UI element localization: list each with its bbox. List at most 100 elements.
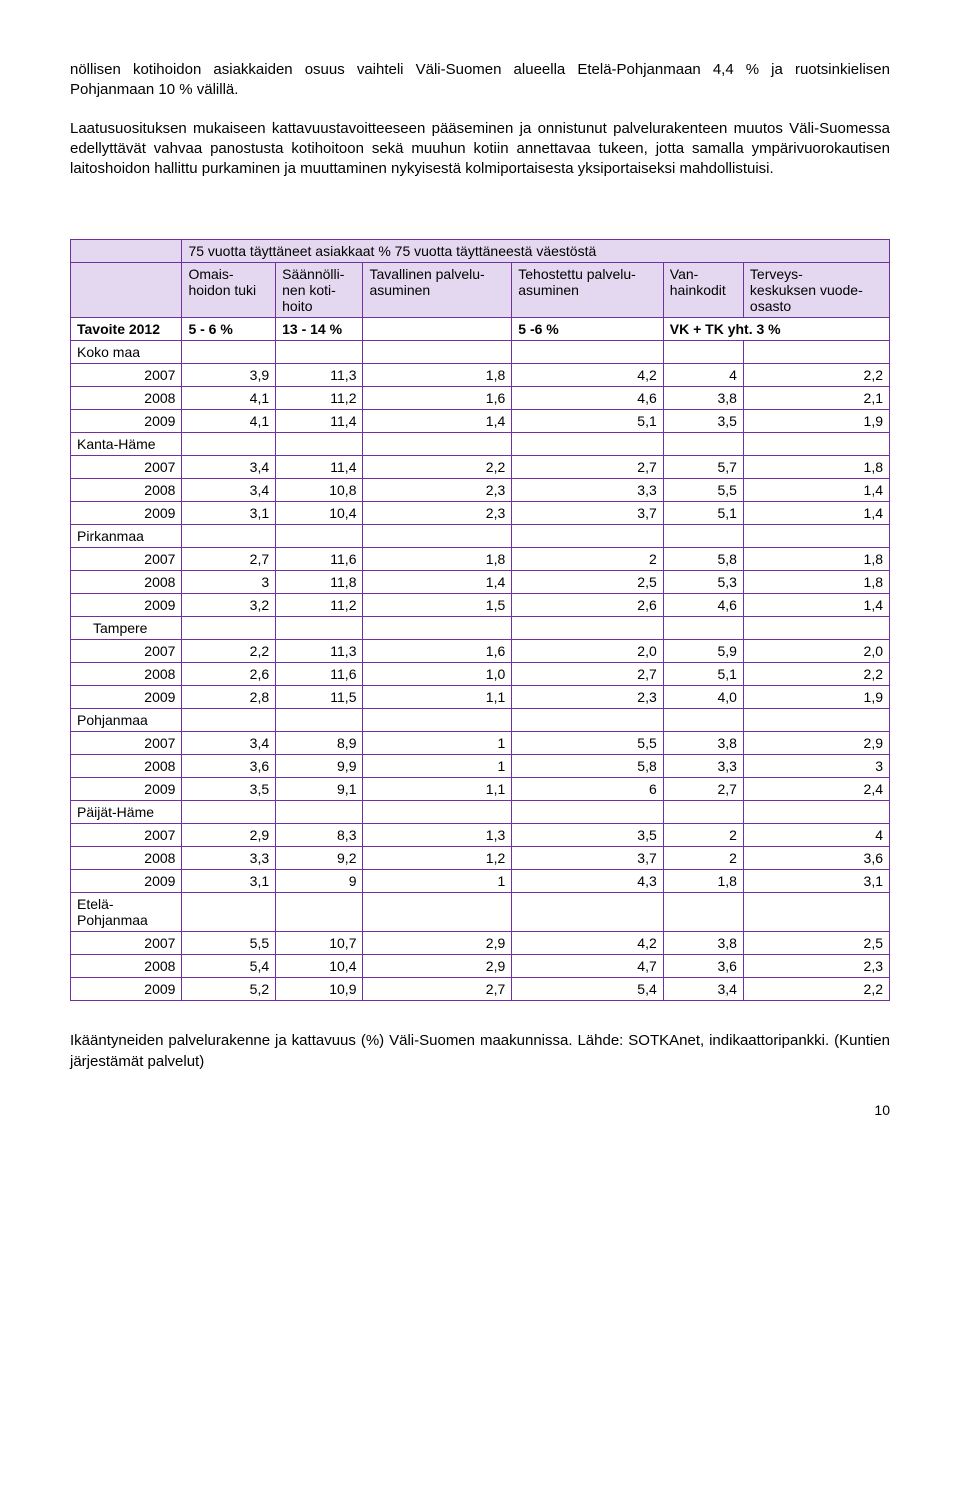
year-label: 2009: [71, 686, 182, 709]
table-row: 20083,410,82,33,35,51,4: [71, 479, 890, 502]
data-cell: 2,7: [512, 663, 664, 686]
data-cell: 2,3: [363, 479, 512, 502]
data-cell: 1,8: [743, 456, 889, 479]
empty-cell: [276, 341, 363, 364]
data-cell: 2,3: [743, 955, 889, 978]
data-cell: 1,3: [363, 824, 512, 847]
data-cell: 1,8: [663, 870, 743, 893]
data-cell: 5,1: [512, 410, 664, 433]
empty-cell: [182, 525, 276, 548]
data-cell: 2,9: [743, 732, 889, 755]
data-cell: 1,8: [743, 571, 889, 594]
data-cell: 1,9: [743, 686, 889, 709]
table-title: 75 vuotta täyttäneet asiakkaat % 75 vuot…: [182, 240, 890, 263]
data-cell: 2,2: [743, 663, 889, 686]
empty-cell: [743, 617, 889, 640]
data-cell: 2,3: [512, 686, 664, 709]
table-row: 20083,39,21,23,723,6: [71, 847, 890, 870]
data-cell: 3,2: [182, 594, 276, 617]
data-cell: 11,2: [276, 387, 363, 410]
tavoite-cell: 5 -6 %: [512, 318, 664, 341]
table-row: 20095,210,92,75,43,42,2: [71, 978, 890, 1001]
data-cell: 4,0: [663, 686, 743, 709]
data-cell: 1,6: [363, 387, 512, 410]
year-label: 2007: [71, 732, 182, 755]
empty-cell: [182, 801, 276, 824]
table-row: 20072,98,31,33,524: [71, 824, 890, 847]
data-cell: 3,7: [512, 502, 664, 525]
data-cell: 3,1: [743, 870, 889, 893]
data-cell: 5,9: [663, 640, 743, 663]
empty-cell: [276, 617, 363, 640]
empty-cell: [743, 433, 889, 456]
data-cell: 1: [363, 732, 512, 755]
section-label: Etelä-Pohjanmaa: [71, 893, 182, 932]
data-cell: 11,4: [276, 456, 363, 479]
table-header-row: Omais-hoidon tukiSäännölli-nen koti-hoit…: [71, 263, 890, 318]
year-label: 2007: [71, 640, 182, 663]
data-cell: 3,3: [182, 847, 276, 870]
data-cell: 3,3: [512, 479, 664, 502]
data-cell: 2,7: [663, 778, 743, 801]
section-row: Pirkanmaa: [71, 525, 890, 548]
empty-cell: [512, 893, 664, 932]
empty-cell: [512, 341, 664, 364]
empty-cell: [363, 617, 512, 640]
year-label: 2008: [71, 755, 182, 778]
empty-cell: [276, 433, 363, 456]
data-cell: 1,4: [363, 571, 512, 594]
year-label: 2009: [71, 594, 182, 617]
data-cell: 1,5: [363, 594, 512, 617]
data-cell: 3,6: [743, 847, 889, 870]
table-row: 20093,1914,31,83,1: [71, 870, 890, 893]
data-cell: 2,2: [363, 456, 512, 479]
data-cell: 2,7: [363, 978, 512, 1001]
section-label: Kanta-Häme: [71, 433, 182, 456]
year-label: 2008: [71, 571, 182, 594]
data-cell: 3,6: [182, 755, 276, 778]
col-label: [71, 263, 182, 318]
data-cell: 2,0: [743, 640, 889, 663]
empty-cell: [743, 709, 889, 732]
year-label: 2008: [71, 479, 182, 502]
data-cell: 10,9: [276, 978, 363, 1001]
data-cell: 1,8: [743, 548, 889, 571]
empty-cell: [363, 433, 512, 456]
section-label: Tampere: [71, 617, 182, 640]
data-cell: 5,5: [512, 732, 664, 755]
empty-cell: [363, 341, 512, 364]
data-table-wrap: 75 vuotta täyttäneet asiakkaat % 75 vuot…: [70, 239, 890, 1001]
data-cell: 3,9: [182, 364, 276, 387]
data-cell: 10,4: [276, 955, 363, 978]
data-cell: 1,1: [363, 778, 512, 801]
data-cell: 3,8: [663, 387, 743, 410]
tavoite-label: Tavoite 2012: [71, 318, 182, 341]
data-cell: 2,7: [512, 456, 664, 479]
year-label: 2008: [71, 847, 182, 870]
empty-cell: [663, 709, 743, 732]
data-cell: 3,1: [182, 502, 276, 525]
empty-cell: [276, 801, 363, 824]
data-cell: 5,7: [663, 456, 743, 479]
section-label: Päijät-Häme: [71, 801, 182, 824]
data-cell: 3,1: [182, 870, 276, 893]
page-number: 10: [70, 1102, 890, 1118]
section-row: Kanta-Häme: [71, 433, 890, 456]
data-cell: 3,4: [182, 456, 276, 479]
empty-cell: [182, 341, 276, 364]
section-row: Tampere: [71, 617, 890, 640]
tavoite-cell-merged: VK + TK yht. 3 %: [663, 318, 889, 341]
data-cell: 3,7: [512, 847, 664, 870]
table-row: 20072,211,31,62,05,92,0: [71, 640, 890, 663]
empty-cell: [743, 525, 889, 548]
data-cell: 1,1: [363, 686, 512, 709]
year-label: 2009: [71, 410, 182, 433]
data-cell: 2,4: [743, 778, 889, 801]
data-cell: 2,2: [743, 978, 889, 1001]
data-cell: 9,2: [276, 847, 363, 870]
data-cell: 2,3: [363, 502, 512, 525]
data-cell: 2,9: [363, 932, 512, 955]
empty-cell: [182, 617, 276, 640]
data-cell: 4: [663, 364, 743, 387]
tavoite-cell: 5 - 6 %: [182, 318, 276, 341]
